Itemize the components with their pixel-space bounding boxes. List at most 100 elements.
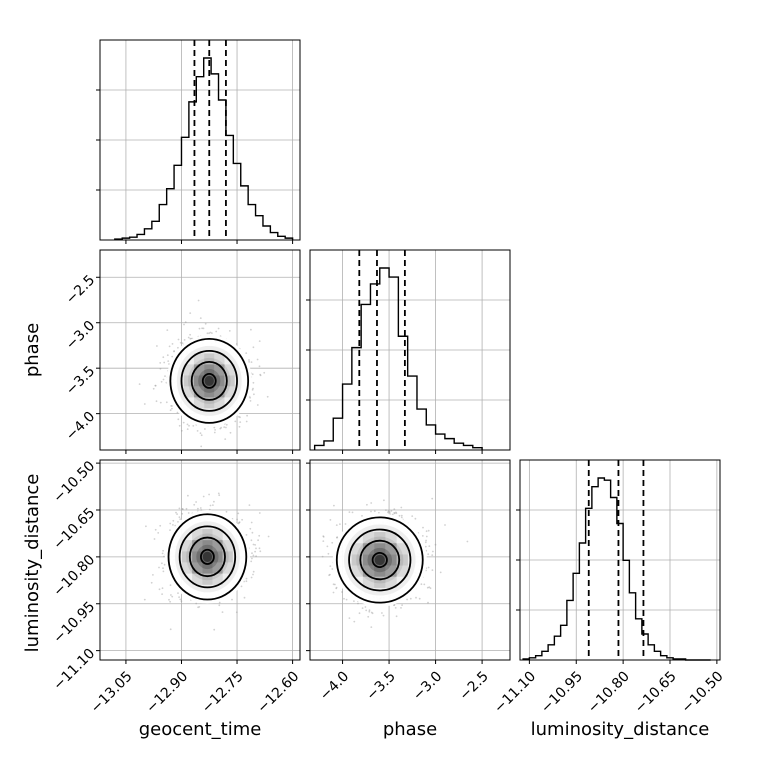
sample-point [424, 545, 427, 548]
sample-point [150, 581, 153, 584]
sample-point [163, 555, 165, 558]
sample-point [202, 327, 205, 330]
sample-point [162, 549, 165, 552]
sample-point [152, 574, 154, 576]
sample-point [393, 512, 396, 514]
sample-point [159, 362, 162, 364]
sample-point [187, 512, 190, 514]
sample-point [251, 373, 254, 376]
phase-left-ytick-label-3: −4.0 [63, 409, 98, 444]
sample-point [171, 405, 173, 407]
sample-point [343, 597, 345, 600]
sample-point [158, 588, 161, 591]
sample-point [159, 367, 162, 370]
sample-point [224, 438, 227, 440]
sample-point [180, 429, 183, 432]
sample-point [357, 602, 359, 605]
sample-point [434, 543, 437, 546]
sample-point [197, 606, 200, 609]
sample-point [382, 614, 385, 617]
geocent_time-vs-phase-density-cell [214, 397, 225, 409]
geocent_time-vs-phase-density-cell [214, 375, 225, 387]
sample-point [258, 547, 261, 550]
sample-point [252, 381, 255, 384]
sample-point [425, 530, 428, 533]
geocent_time-vs-luminosity_distance-frame [99, 459, 301, 661]
geocent_time-bottom-xtick-label-0: −13.05 [88, 668, 136, 716]
sample-point [245, 580, 248, 583]
sample-point [181, 508, 184, 510]
sample-point [444, 524, 446, 526]
sample-point [425, 535, 428, 538]
sample-point [250, 560, 253, 563]
geocent_time-vs-phase-contour-0 [169, 338, 250, 424]
geocent_time-hist-frame [99, 39, 301, 241]
sample-point [393, 508, 396, 510]
sample-point [183, 323, 185, 326]
sample-point [245, 577, 248, 580]
sample-point [214, 429, 217, 431]
geocent_time-vs-phase-density-cell [193, 397, 205, 409]
sample-point [424, 541, 427, 544]
sample-point [393, 512, 396, 515]
sample-point [138, 383, 141, 385]
sample-point [391, 513, 394, 516]
sample-point [159, 401, 162, 404]
sample-point [156, 345, 158, 347]
geocent_time-vs-phase-density-cell [204, 375, 215, 387]
sample-point [189, 337, 192, 340]
sample-point [185, 507, 188, 510]
sample-point [152, 387, 155, 390]
sample-point [219, 427, 222, 430]
sample-point [368, 610, 371, 613]
sample-point [406, 598, 408, 601]
sample-point [171, 407, 173, 410]
sample-point [335, 586, 338, 589]
geocent_time-vs-luminosity_distance-density-cell [202, 528, 213, 541]
sample-point [238, 425, 241, 428]
geocent_time-histogram [114, 57, 294, 240]
sample-point [218, 601, 221, 604]
geocent_time-vs-phase-density-cell [183, 364, 194, 376]
sample-point [240, 585, 243, 588]
geocent_time-vs-luminosity_distance-density-cell [212, 540, 223, 552]
sample-point [188, 424, 190, 427]
sample-point [401, 604, 403, 606]
sample-point [336, 536, 338, 539]
phase-bottom-xtick-label-2: −3.0 [410, 668, 445, 703]
geocent_time-vs-luminosity_distance-density-cell [212, 573, 223, 585]
phase-bottom-xtick-label-3: −2.5 [456, 668, 491, 703]
sample-point [166, 329, 169, 331]
geocent_time-vs-luminosity_distance-density-cell [192, 528, 203, 541]
luminosity-left-ytick-label-2: −10.80 [50, 552, 98, 600]
sample-point [259, 550, 262, 553]
sample-point [258, 534, 261, 537]
sample-point [331, 541, 334, 544]
phase-vs-luminosity_distance-density-cell [396, 565, 408, 577]
sample-point [364, 606, 367, 608]
geocent_time-vs-phase-density-cell [183, 375, 194, 387]
sample-point [331, 568, 334, 570]
sample-point [248, 361, 251, 363]
sample-point [371, 612, 374, 615]
sample-point [145, 525, 147, 528]
sample-point [358, 612, 361, 615]
sample-point [366, 503, 368, 506]
sample-point [181, 512, 184, 515]
sample-point [237, 522, 240, 525]
sample-point [257, 539, 259, 542]
sample-point [206, 332, 209, 335]
sample-point [195, 602, 198, 605]
sample-point [157, 532, 160, 534]
geocent_time-vs-phase-density-cell [214, 386, 225, 398]
geocent_time-vs-phase-density-cell [214, 353, 225, 365]
sample-point [394, 607, 397, 609]
geocent_time-vs-luminosity_distance-density-cell [192, 551, 203, 563]
sample-point [177, 338, 180, 341]
sample-point [332, 591, 335, 594]
geocent_time-vs-phase-density-cell [224, 364, 235, 376]
sample-point [431, 497, 434, 500]
geocent_time-vs-luminosity_distance-contour-2 [188, 536, 226, 578]
sample-point [251, 552, 253, 555]
sample-point [178, 507, 181, 510]
